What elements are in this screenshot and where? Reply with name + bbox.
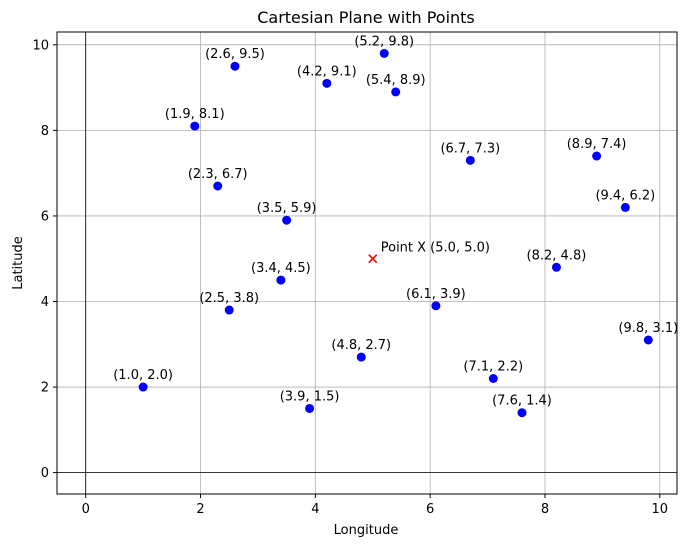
point-label-7: (2.3, 6.7) <box>188 167 248 182</box>
point-label-11: (3.4, 4.5) <box>251 261 311 276</box>
data-point-10 <box>551 262 561 272</box>
data-point-11 <box>276 275 286 285</box>
data-point-0 <box>230 61 240 71</box>
point-label-10: (8.2, 4.8) <box>527 248 587 263</box>
point-label-13: (6.1, 3.9) <box>406 287 466 302</box>
data-point-4 <box>190 121 200 131</box>
x-tick-label-3: 6 <box>426 502 434 517</box>
point-label-0: (2.6, 9.5) <box>205 47 265 62</box>
special-point-label: Point X (5.0, 5.0) <box>381 241 490 256</box>
x-tick-label-1: 2 <box>196 502 204 517</box>
point-label-15: (4.8, 2.7) <box>331 338 391 353</box>
x-tick-label-0: 0 <box>82 502 90 517</box>
point-label-1: (5.2, 9.8) <box>354 34 414 49</box>
data-point-16 <box>138 382 148 392</box>
data-point-8 <box>620 202 630 212</box>
point-label-2: (4.2, 9.1) <box>297 64 357 79</box>
point-label-19: (7.6, 1.4) <box>492 394 552 409</box>
data-point-7 <box>213 181 223 191</box>
y-tick-label-1: 2 <box>41 381 49 396</box>
plot-frame <box>56 31 678 495</box>
y-tick-label-3: 6 <box>41 209 49 224</box>
special-point-stroke-b <box>368 254 378 264</box>
point-label-6: (8.9, 7.4) <box>567 137 627 152</box>
points-layer <box>138 48 653 418</box>
y-tick-label-5: 10 <box>32 38 49 53</box>
chart-title: Cartesian Plane with Points <box>257 8 475 27</box>
data-point-9 <box>282 215 292 225</box>
y-tick-label-4: 8 <box>41 124 49 139</box>
data-point-18 <box>305 403 315 413</box>
x-tick-label-5: 10 <box>652 502 669 517</box>
y-axis-label: Latitude <box>11 236 26 290</box>
data-point-5 <box>465 155 475 165</box>
data-point-2 <box>322 78 332 88</box>
data-point-13 <box>431 301 441 311</box>
point-label-12: (2.5, 3.8) <box>199 291 259 306</box>
point-label-4: (1.9, 8.1) <box>165 107 225 122</box>
x-tick-label-2: 4 <box>311 502 319 517</box>
data-point-15 <box>356 352 366 362</box>
data-point-19 <box>517 408 527 418</box>
point-label-5: (6.7, 7.3) <box>440 141 500 156</box>
point-labels-layer: (2.6, 9.5) (5.2, 9.8) (4.2, 9.1) (5.4, 8.9)… <box>113 34 678 408</box>
reference-lines <box>57 32 677 494</box>
ticks-layer: 0 2 4 6 8 10 0 2 4 6 8 10 <box>32 38 668 517</box>
x-tick-label-4: 8 <box>541 502 549 517</box>
data-point-3 <box>391 87 401 97</box>
data-point-12 <box>224 305 234 315</box>
y-tick-label-0: 0 <box>41 466 49 481</box>
point-label-18: (3.9, 1.5) <box>280 389 340 404</box>
x-axis-label: Longitude <box>334 523 399 538</box>
data-point-1 <box>379 48 389 58</box>
data-point-14 <box>643 335 653 345</box>
point-label-16: (1.0, 2.0) <box>113 368 173 383</box>
data-point-6 <box>592 151 602 161</box>
point-label-17: (7.1, 2.2) <box>463 360 523 375</box>
data-point-17 <box>488 374 498 383</box>
point-label-14: (9.8, 3.1) <box>618 321 678 336</box>
point-label-9: (3.5, 5.9) <box>257 201 317 216</box>
y-tick-label-2: 4 <box>41 295 49 310</box>
point-label-8: (9.4, 6.2) <box>595 188 655 203</box>
special-point-marker <box>368 254 378 264</box>
point-label-3: (5.4, 8.9) <box>366 73 426 88</box>
plot-border <box>56 31 678 495</box>
